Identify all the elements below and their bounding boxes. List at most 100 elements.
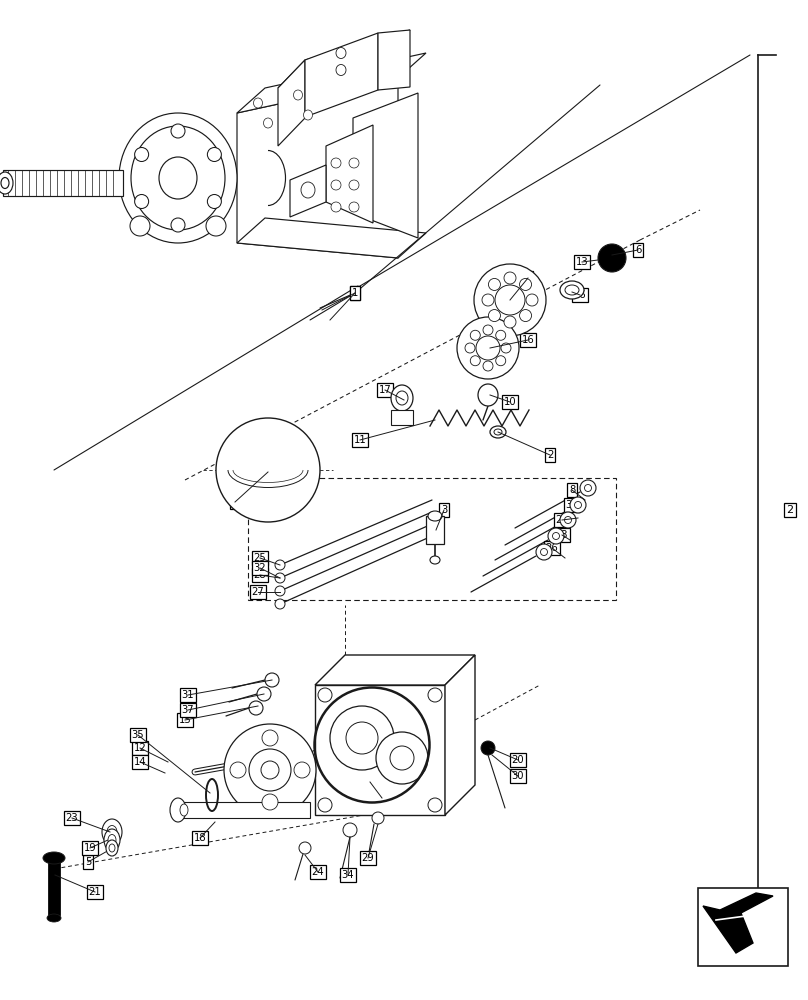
Circle shape — [318, 798, 332, 812]
Ellipse shape — [336, 64, 346, 76]
Ellipse shape — [293, 90, 302, 100]
Text: 8: 8 — [569, 485, 575, 495]
Text: 5: 5 — [85, 857, 91, 867]
Ellipse shape — [474, 264, 546, 336]
Circle shape — [299, 842, 311, 854]
Circle shape — [548, 528, 564, 544]
Polygon shape — [305, 33, 378, 117]
Text: 4: 4 — [525, 273, 531, 283]
Ellipse shape — [102, 819, 122, 845]
Circle shape — [349, 158, 359, 168]
Ellipse shape — [565, 285, 579, 295]
Text: 21: 21 — [89, 887, 101, 897]
Circle shape — [470, 330, 480, 340]
Ellipse shape — [495, 285, 525, 315]
Circle shape — [257, 687, 271, 701]
Circle shape — [331, 202, 341, 212]
Text: 6: 6 — [635, 245, 642, 255]
Ellipse shape — [170, 798, 186, 822]
Ellipse shape — [391, 385, 413, 411]
Text: 17: 17 — [379, 385, 391, 395]
Ellipse shape — [301, 182, 315, 198]
Text: 1: 1 — [351, 288, 358, 298]
Ellipse shape — [107, 826, 117, 838]
Ellipse shape — [396, 391, 408, 405]
Circle shape — [130, 216, 150, 236]
Ellipse shape — [119, 113, 237, 243]
Text: 14: 14 — [133, 757, 146, 767]
Text: 31: 31 — [182, 690, 194, 700]
Text: 9: 9 — [379, 793, 385, 803]
Circle shape — [275, 560, 285, 570]
FancyBboxPatch shape — [178, 802, 310, 818]
Ellipse shape — [560, 281, 584, 299]
FancyBboxPatch shape — [698, 888, 788, 966]
Ellipse shape — [336, 47, 346, 58]
FancyBboxPatch shape — [426, 516, 444, 544]
FancyBboxPatch shape — [391, 410, 413, 425]
Circle shape — [520, 310, 532, 322]
FancyBboxPatch shape — [3, 170, 123, 196]
Ellipse shape — [478, 384, 498, 406]
Circle shape — [565, 516, 571, 524]
Circle shape — [470, 356, 480, 366]
Circle shape — [489, 278, 500, 290]
Ellipse shape — [1, 178, 9, 188]
Polygon shape — [278, 60, 305, 146]
Ellipse shape — [180, 804, 188, 816]
Circle shape — [580, 480, 596, 496]
Circle shape — [574, 502, 582, 508]
Ellipse shape — [43, 852, 65, 864]
Text: 7: 7 — [232, 497, 238, 507]
Text: 3: 3 — [441, 505, 447, 515]
Ellipse shape — [263, 118, 272, 128]
Text: 23: 23 — [65, 813, 78, 823]
Circle shape — [496, 356, 506, 366]
Text: 13: 13 — [575, 257, 588, 267]
Ellipse shape — [304, 110, 313, 120]
Circle shape — [275, 573, 285, 583]
Circle shape — [349, 180, 359, 190]
Circle shape — [598, 244, 626, 272]
Circle shape — [262, 794, 278, 810]
FancyBboxPatch shape — [48, 860, 60, 915]
Ellipse shape — [0, 172, 13, 194]
Ellipse shape — [47, 914, 61, 922]
Polygon shape — [315, 655, 475, 685]
Text: 16: 16 — [522, 335, 534, 345]
Circle shape — [208, 147, 221, 161]
Text: 19: 19 — [83, 843, 96, 853]
Circle shape — [171, 124, 185, 138]
Polygon shape — [326, 125, 373, 223]
Circle shape — [553, 532, 559, 540]
Text: 20: 20 — [511, 755, 524, 765]
Text: 33: 33 — [556, 530, 568, 540]
Circle shape — [483, 325, 493, 335]
Ellipse shape — [106, 840, 118, 856]
Text: 31: 31 — [566, 500, 579, 510]
Ellipse shape — [430, 556, 440, 564]
Circle shape — [206, 216, 226, 236]
Ellipse shape — [108, 834, 116, 846]
Circle shape — [570, 497, 586, 513]
Circle shape — [489, 310, 500, 322]
Circle shape — [275, 599, 285, 609]
Polygon shape — [237, 53, 426, 113]
Circle shape — [275, 586, 285, 596]
Circle shape — [520, 278, 532, 290]
Text: 36: 36 — [574, 290, 587, 300]
Polygon shape — [290, 165, 326, 217]
Circle shape — [343, 823, 357, 837]
Ellipse shape — [494, 429, 502, 435]
Circle shape — [428, 688, 442, 702]
Circle shape — [481, 741, 495, 755]
Polygon shape — [378, 30, 410, 90]
Circle shape — [135, 194, 149, 209]
Polygon shape — [353, 93, 418, 238]
Polygon shape — [237, 218, 426, 258]
Circle shape — [135, 147, 149, 161]
Circle shape — [496, 330, 506, 340]
Circle shape — [330, 706, 394, 770]
Circle shape — [465, 343, 475, 353]
Text: 2: 2 — [786, 505, 793, 515]
